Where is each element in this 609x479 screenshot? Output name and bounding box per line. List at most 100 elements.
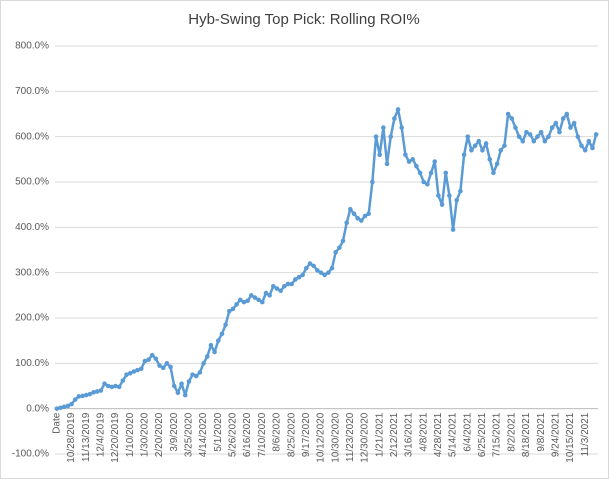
marker (527, 132, 533, 137)
marker (406, 159, 412, 164)
marker (146, 357, 151, 363)
marker (278, 288, 283, 294)
marker (491, 170, 496, 176)
x-tick-label: 6/25/2021 (477, 412, 488, 457)
marker (282, 283, 287, 289)
marker (149, 352, 155, 358)
marker (443, 170, 449, 176)
marker (124, 372, 129, 377)
y-tick-label: 700.0% (15, 86, 49, 97)
x-tick-label: 1/21/2021 (374, 412, 385, 457)
marker (201, 361, 206, 366)
marker (296, 274, 302, 280)
marker (557, 129, 562, 135)
marker (109, 384, 115, 390)
marker (171, 383, 177, 389)
marker (355, 215, 360, 221)
marker (487, 157, 493, 162)
x-tick-label: 11/23/2020 (345, 412, 356, 462)
marker (58, 405, 63, 411)
marker (241, 299, 247, 305)
marker (289, 281, 294, 287)
marker (223, 322, 228, 328)
marker (421, 179, 427, 185)
marker (392, 116, 397, 121)
x-tick-label: 8/18/2021 (521, 412, 532, 457)
marker (348, 206, 353, 212)
marker (168, 364, 173, 370)
marker (208, 342, 214, 348)
marker (329, 265, 335, 271)
x-tick-label: 1/30/2020 (140, 412, 151, 457)
marker (69, 401, 74, 407)
marker (175, 390, 181, 396)
marker (160, 365, 166, 371)
marker (116, 384, 122, 390)
x-tick-label: 7/10/2020 (257, 412, 268, 457)
marker (204, 354, 210, 359)
marker (370, 179, 375, 185)
marker (285, 281, 291, 287)
x-tick-label: 12/20/2019 (110, 412, 121, 462)
marker (315, 268, 320, 273)
marker (87, 391, 93, 397)
marker (337, 245, 342, 251)
marker (505, 111, 511, 117)
marker (388, 134, 394, 139)
x-tick-label: 6/4/2021 (462, 412, 473, 451)
y-tick-label: 0.0% (26, 403, 49, 414)
marker (311, 263, 316, 269)
marker (359, 218, 364, 223)
marker (120, 378, 126, 383)
marker (549, 125, 555, 130)
marker (439, 202, 445, 207)
marker (417, 170, 423, 176)
x-tick-label: 9/17/2020 (301, 412, 312, 457)
marker (91, 390, 96, 395)
marker (234, 302, 239, 307)
marker (102, 381, 107, 387)
marker (428, 170, 434, 176)
marker (72, 397, 78, 402)
marker (193, 373, 199, 379)
marker (450, 227, 456, 232)
x-tick-label: 9/24/2021 (550, 412, 561, 457)
marker (271, 283, 276, 289)
marker (465, 134, 471, 139)
marker (542, 138, 548, 144)
marker (135, 367, 140, 373)
marker (300, 272, 305, 278)
marker (579, 143, 584, 149)
y-tick-label: 100.0% (15, 358, 49, 369)
x-tick-label: 2/20/2020 (154, 412, 165, 457)
marker (259, 299, 265, 305)
x-tick-label: 4/8/2021 (418, 412, 429, 451)
marker (373, 134, 379, 139)
marker (414, 163, 419, 169)
marker (403, 152, 408, 158)
marker (494, 161, 500, 167)
x-tick-label: 5/26/2020 (228, 412, 239, 457)
x-tick-label: 2/12/2021 (389, 412, 400, 457)
marker (153, 356, 159, 362)
marker (502, 143, 507, 149)
marker (326, 270, 331, 275)
marker (83, 392, 89, 398)
marker (80, 393, 85, 399)
marker (535, 134, 540, 139)
y-tick-label: 400.0% (15, 222, 49, 233)
marker (509, 116, 515, 121)
marker (131, 369, 137, 374)
marker (256, 297, 261, 303)
marker (105, 383, 111, 389)
marker (553, 120, 559, 126)
marker (98, 388, 104, 393)
x-tick-label: 6/16/2020 (242, 412, 253, 457)
marker (560, 116, 566, 121)
marker (274, 286, 280, 291)
marker (304, 265, 309, 271)
marker (226, 308, 232, 314)
marker (164, 361, 170, 366)
marker (190, 372, 195, 377)
